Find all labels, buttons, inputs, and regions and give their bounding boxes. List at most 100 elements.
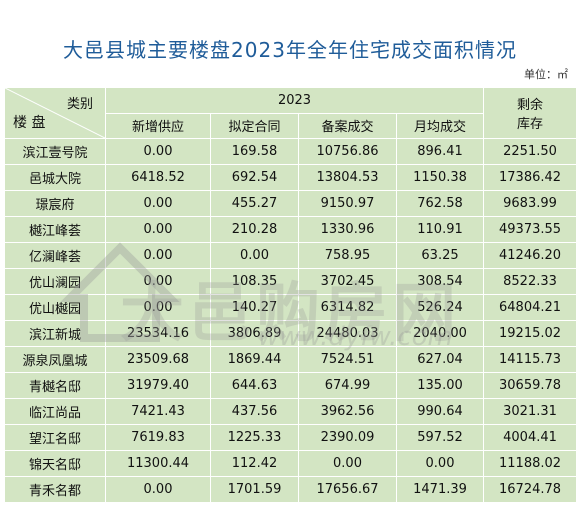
value-cell: 49373.55 <box>483 216 578 243</box>
value-cell: 0.00 <box>105 294 211 321</box>
value-cell: 0.00 <box>105 216 211 243</box>
header-col-contract: 拟定合同 <box>210 112 299 139</box>
header-remaining: 剩余 库存 <box>483 87 578 139</box>
table-row: 樾江峰荟 0.00 210.28 1330.96 110.91 49373.55 <box>4 216 578 243</box>
value-cell: 7524.51 <box>298 346 397 373</box>
value-cell: 1471.39 <box>395 476 485 503</box>
value-cell: 3021.31 <box>483 398 578 425</box>
value-cell: 10756.86 <box>298 138 397 165</box>
value-cell: 0.00 <box>105 138 211 165</box>
value-cell: 9683.99 <box>483 190 578 217</box>
header-property-label: 楼 盘 <box>13 115 46 131</box>
property-name-cell: 望江名邸 <box>4 424 106 451</box>
value-cell: 30659.78 <box>483 372 578 399</box>
value-cell: 41246.20 <box>483 242 578 269</box>
value-cell: 9150.97 <box>298 190 397 217</box>
property-name-cell: 亿澜峰荟 <box>4 242 106 269</box>
value-cell: 63.25 <box>395 242 485 269</box>
diagonal-line <box>5 88 105 138</box>
page-title: 大邑县城主要楼盘2023年全年住宅成交面积情况 <box>63 38 517 62</box>
property-name-cell: 滨江壹号院 <box>4 138 106 165</box>
value-cell: 4004.41 <box>483 424 578 451</box>
value-cell: 3806.89 <box>210 320 299 347</box>
value-cell: 19215.02 <box>483 320 578 347</box>
table-row: 临江尚品 7421.43 437.56 3962.56 990.64 3021.31 <box>4 398 578 425</box>
table-row: 亿澜峰荟 0.00 0.00 758.95 63.25 41246.20 <box>4 242 578 269</box>
value-cell: 1330.96 <box>298 216 397 243</box>
value-cell: 674.99 <box>298 372 397 399</box>
value-cell: 108.35 <box>210 268 299 295</box>
value-cell: 1701.59 <box>210 476 299 503</box>
value-cell: 896.41 <box>395 138 485 165</box>
value-cell: 8522.33 <box>483 268 578 295</box>
value-cell: 692.54 <box>210 164 299 191</box>
value-cell: 1150.38 <box>395 164 485 191</box>
value-cell: 758.95 <box>298 242 397 269</box>
value-cell: 0.00 <box>105 190 211 217</box>
value-cell: 210.28 <box>210 216 299 243</box>
value-cell: 1225.33 <box>210 424 299 451</box>
value-cell: 526.24 <box>395 294 485 321</box>
value-cell: 762.58 <box>395 190 485 217</box>
value-cell: 2040.00 <box>395 320 485 347</box>
value-cell: 135.00 <box>395 372 485 399</box>
value-cell: 23534.16 <box>105 320 211 347</box>
value-cell: 14115.73 <box>483 346 578 373</box>
value-cell: 0.00 <box>105 268 211 295</box>
table-row: 滨江新城 23534.16 3806.89 24480.03 2040.00 19215.… <box>4 320 578 347</box>
value-cell: 597.52 <box>395 424 485 451</box>
value-cell: 64804.21 <box>483 294 578 321</box>
value-cell: 24480.03 <box>298 320 397 347</box>
table-row: 邑城大院 6418.52 692.54 13804.53 1150.38 17386.42 <box>4 164 578 191</box>
value-cell: 6314.82 <box>298 294 397 321</box>
value-cell: 17386.42 <box>483 164 578 191</box>
value-cell: 3962.56 <box>298 398 397 425</box>
value-cell: 31979.40 <box>105 372 211 399</box>
value-cell: 0.00 <box>210 242 299 269</box>
property-name-cell: 青樾名邸 <box>4 372 106 399</box>
data-table: 类别 楼 盘 2023 剩余 库存 新增供应 拟定合同 备案成交 月均成交 滨江… <box>4 87 578 503</box>
header-col-monthly: 月均成交 <box>395 112 485 139</box>
value-cell: 437.56 <box>210 398 299 425</box>
header-remaining-line2: 库存 <box>517 117 544 132</box>
value-cell: 644.63 <box>210 372 299 399</box>
value-cell: 0.00 <box>105 242 211 269</box>
value-cell: 16724.78 <box>483 476 578 503</box>
property-name-cell: 璟宸府 <box>4 190 106 217</box>
table-row: 璟宸府 0.00 455.27 9150.97 762.58 9683.99 <box>4 190 578 217</box>
value-cell: 990.64 <box>395 398 485 425</box>
property-name-cell: 邑城大院 <box>4 164 106 191</box>
value-cell: 455.27 <box>210 190 299 217</box>
table-row: 源泉凤凰城 23509.68 1869.44 7524.51 627.04 14115.7… <box>4 346 578 373</box>
table-row: 望江名邸 7619.83 1225.33 2390.09 597.52 4004.41 <box>4 424 578 451</box>
header-year: 2023 <box>104 87 485 114</box>
property-name-cell: 优山樾园 <box>4 294 106 321</box>
value-cell: 6418.52 <box>105 164 211 191</box>
value-cell: 3702.45 <box>298 268 397 295</box>
property-name-cell: 源泉凤凰城 <box>4 346 106 373</box>
value-cell: 169.58 <box>210 138 299 165</box>
value-cell: 627.04 <box>395 346 485 373</box>
value-cell: 140.27 <box>210 294 299 321</box>
header-category-label: 类别 <box>66 97 93 112</box>
property-name-cell: 青禾名都 <box>4 476 106 503</box>
value-cell: 0.00 <box>105 476 211 503</box>
unit-label: 单位：㎡ <box>524 68 568 81</box>
value-cell: 1869.44 <box>210 346 299 373</box>
value-cell: 7421.43 <box>105 398 211 425</box>
value-cell: 0.00 <box>395 450 485 477</box>
table-row: 滨江壹号院 0.00 169.58 10756.86 896.41 2251.50 <box>4 138 578 165</box>
property-name-cell: 优山澜园 <box>4 268 106 295</box>
value-cell: 2251.50 <box>483 138 578 165</box>
header-diagonal-cell: 类别 楼 盘 <box>4 87 106 139</box>
value-cell: 308.54 <box>395 268 485 295</box>
value-cell: 110.91 <box>395 216 485 243</box>
header-col-filed: 备案成交 <box>298 112 397 139</box>
table-row: 优山澜园 0.00 108.35 3702.45 308.54 8522.33 <box>4 268 578 295</box>
value-cell: 11300.44 <box>105 450 211 477</box>
table-body: 滨江壹号院 0.00 169.58 10756.86 896.41 2251.50 邑城大院… <box>4 138 578 503</box>
table-row: 青樾名邸 31979.40 644.63 674.99 135.00 30659.78 <box>4 372 578 399</box>
header-col-new-supply: 新增供应 <box>105 112 211 139</box>
value-cell: 2390.09 <box>298 424 397 451</box>
value-cell: 11188.02 <box>483 450 578 477</box>
